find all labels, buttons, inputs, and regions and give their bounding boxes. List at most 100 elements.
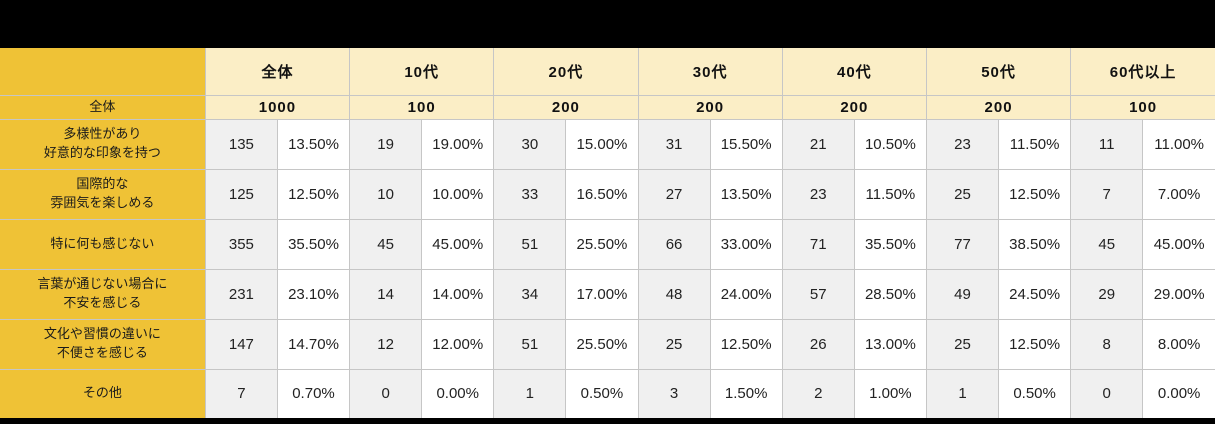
sample-size-cell-2: 200 [493, 94, 639, 120]
table-row: 国際的な 雰囲気を楽しめる 125 12.50% 10 10.00% 33 16.50% 27 1… [0, 168, 1215, 220]
percent-cell: 1.50% [709, 368, 783, 419]
sample-size-cell-3: 200 [637, 94, 783, 120]
count-cell: 71 [781, 218, 855, 270]
table-row: 言葉が通じない場合に 不安を感じる 231 23.10% 14 14.00% 34 17.00… [0, 268, 1215, 320]
percent-cell: 28.50% [853, 268, 927, 320]
column-header-3: 30代 [637, 48, 783, 96]
percent-cell: 25.50% [565, 218, 639, 270]
sample-size-cell-1: 100 [349, 94, 495, 120]
count-cell: 135 [204, 118, 278, 170]
percent-cell: 16.50% [565, 168, 639, 220]
percent-cell: 23.10% [276, 268, 351, 320]
percent-cell: 10.00% [421, 168, 495, 220]
title-band [0, 0, 1215, 48]
table-row: 多様性があり 好意的な印象を持つ 135 13.50% 19 19.00% 30 15.00%… [0, 118, 1215, 170]
percent-cell: 45.00% [421, 218, 495, 270]
header-row: 全体 10代 20代 30代 40代 50代 60代以上 [0, 48, 1215, 96]
table-row: 文化や習慣の違いに 不便さを感じる 147 14.70% 12 12.00% 51 25.50… [0, 318, 1215, 370]
count-cell: 66 [637, 218, 711, 270]
sample-size-cell-4: 200 [781, 94, 927, 120]
count-cell: 355 [204, 218, 278, 270]
percent-cell: 15.00% [565, 118, 639, 170]
percent-cell: 24.00% [709, 268, 783, 320]
count-cell: 1 [493, 368, 567, 419]
percent-cell: 35.50% [276, 218, 351, 270]
count-cell: 45 [1070, 218, 1144, 270]
count-cell: 51 [493, 218, 567, 270]
row-label: 言葉が通じない場合に 不安を感じる [0, 268, 206, 320]
percent-cell: 33.00% [709, 218, 783, 270]
count-cell: 125 [204, 168, 278, 220]
count-cell: 45 [349, 218, 423, 270]
percent-cell: 0.00% [421, 368, 495, 419]
count-cell: 23 [925, 118, 1000, 170]
count-cell: 14 [349, 268, 423, 320]
count-cell: 8 [1070, 318, 1144, 370]
row-label: その他 [0, 368, 206, 419]
column-header-4: 40代 [781, 48, 927, 96]
count-cell: 7 [204, 368, 278, 419]
column-header-2: 20代 [493, 48, 639, 96]
percent-cell: 12.50% [998, 318, 1072, 370]
table-row: その他 7 0.70% 0 0.00% 1 0.50% 3 1.50% 2 1.00% 1 0.50% 0… [0, 368, 1215, 419]
row-label: 国際的な 雰囲気を楽しめる [0, 168, 206, 220]
count-cell: 12 [349, 318, 423, 370]
percent-cell: 12.50% [709, 318, 783, 370]
percent-cell: 15.50% [709, 118, 783, 170]
survey-table: 全体 10代 20代 30代 40代 50代 60代以上 全体 1000 100 200 200 200… [0, 48, 1215, 421]
percent-cell: 17.00% [565, 268, 639, 320]
percent-cell: 12.50% [998, 168, 1072, 220]
count-cell: 57 [781, 268, 855, 320]
percent-cell: 11.50% [853, 168, 927, 220]
count-cell: 3 [637, 368, 711, 419]
table-row: 特に何も感じない 355 35.50% 45 45.00% 51 25.50% 66 33.00… [0, 218, 1215, 270]
count-cell: 26 [781, 318, 855, 370]
count-cell: 1 [925, 368, 1000, 419]
percent-cell: 14.70% [276, 318, 351, 370]
count-cell: 33 [493, 168, 567, 220]
percent-cell: 0.00% [1142, 368, 1215, 419]
count-cell: 23 [781, 168, 855, 220]
column-header-0: 全体 [204, 48, 351, 96]
percent-cell: 29.00% [1142, 268, 1215, 320]
percent-cell: 25.50% [565, 318, 639, 370]
percent-cell: 38.50% [998, 218, 1072, 270]
count-cell: 0 [1070, 368, 1144, 419]
percent-cell: 11.50% [998, 118, 1072, 170]
count-cell: 0 [349, 368, 423, 419]
percent-cell: 14.00% [421, 268, 495, 320]
sample-size-cell-5: 200 [925, 94, 1072, 120]
sample-size-row: 全体 1000 100 200 200 200 200 100 [0, 94, 1215, 120]
percent-cell: 0.50% [998, 368, 1072, 419]
percent-cell: 10.50% [853, 118, 927, 170]
count-cell: 31 [637, 118, 711, 170]
percent-cell: 35.50% [853, 218, 927, 270]
percent-cell: 0.70% [276, 368, 351, 419]
column-header-1: 10代 [349, 48, 495, 96]
count-cell: 51 [493, 318, 567, 370]
percent-cell: 12.50% [276, 168, 351, 220]
count-cell: 10 [349, 168, 423, 220]
count-cell: 21 [781, 118, 855, 170]
row-label: 多様性があり 好意的な印象を持つ [0, 118, 206, 170]
count-cell: 30 [493, 118, 567, 170]
percent-cell: 24.50% [998, 268, 1072, 320]
column-header-6: 60代以上 [1070, 48, 1215, 96]
row-label-total: 全体 [0, 94, 206, 120]
column-header-5: 50代 [925, 48, 1072, 96]
count-cell: 7 [1070, 168, 1144, 220]
percent-cell: 0.50% [565, 368, 639, 419]
percent-cell: 7.00% [1142, 168, 1215, 220]
count-cell: 25 [637, 318, 711, 370]
percent-cell: 45.00% [1142, 218, 1215, 270]
percent-cell: 13.00% [853, 318, 927, 370]
count-cell: 25 [925, 168, 1000, 220]
percent-cell: 11.00% [1142, 118, 1215, 170]
count-cell: 147 [204, 318, 278, 370]
count-cell: 231 [204, 268, 278, 320]
sample-size-cell-6: 100 [1070, 94, 1215, 120]
table-body: 全体 10代 20代 30代 40代 50代 60代以上 全体 1000 100 200 200 200… [0, 48, 1215, 419]
sample-size-cell-0: 1000 [204, 94, 351, 120]
row-label: 特に何も感じない [0, 218, 206, 270]
corner-cell [0, 48, 206, 96]
